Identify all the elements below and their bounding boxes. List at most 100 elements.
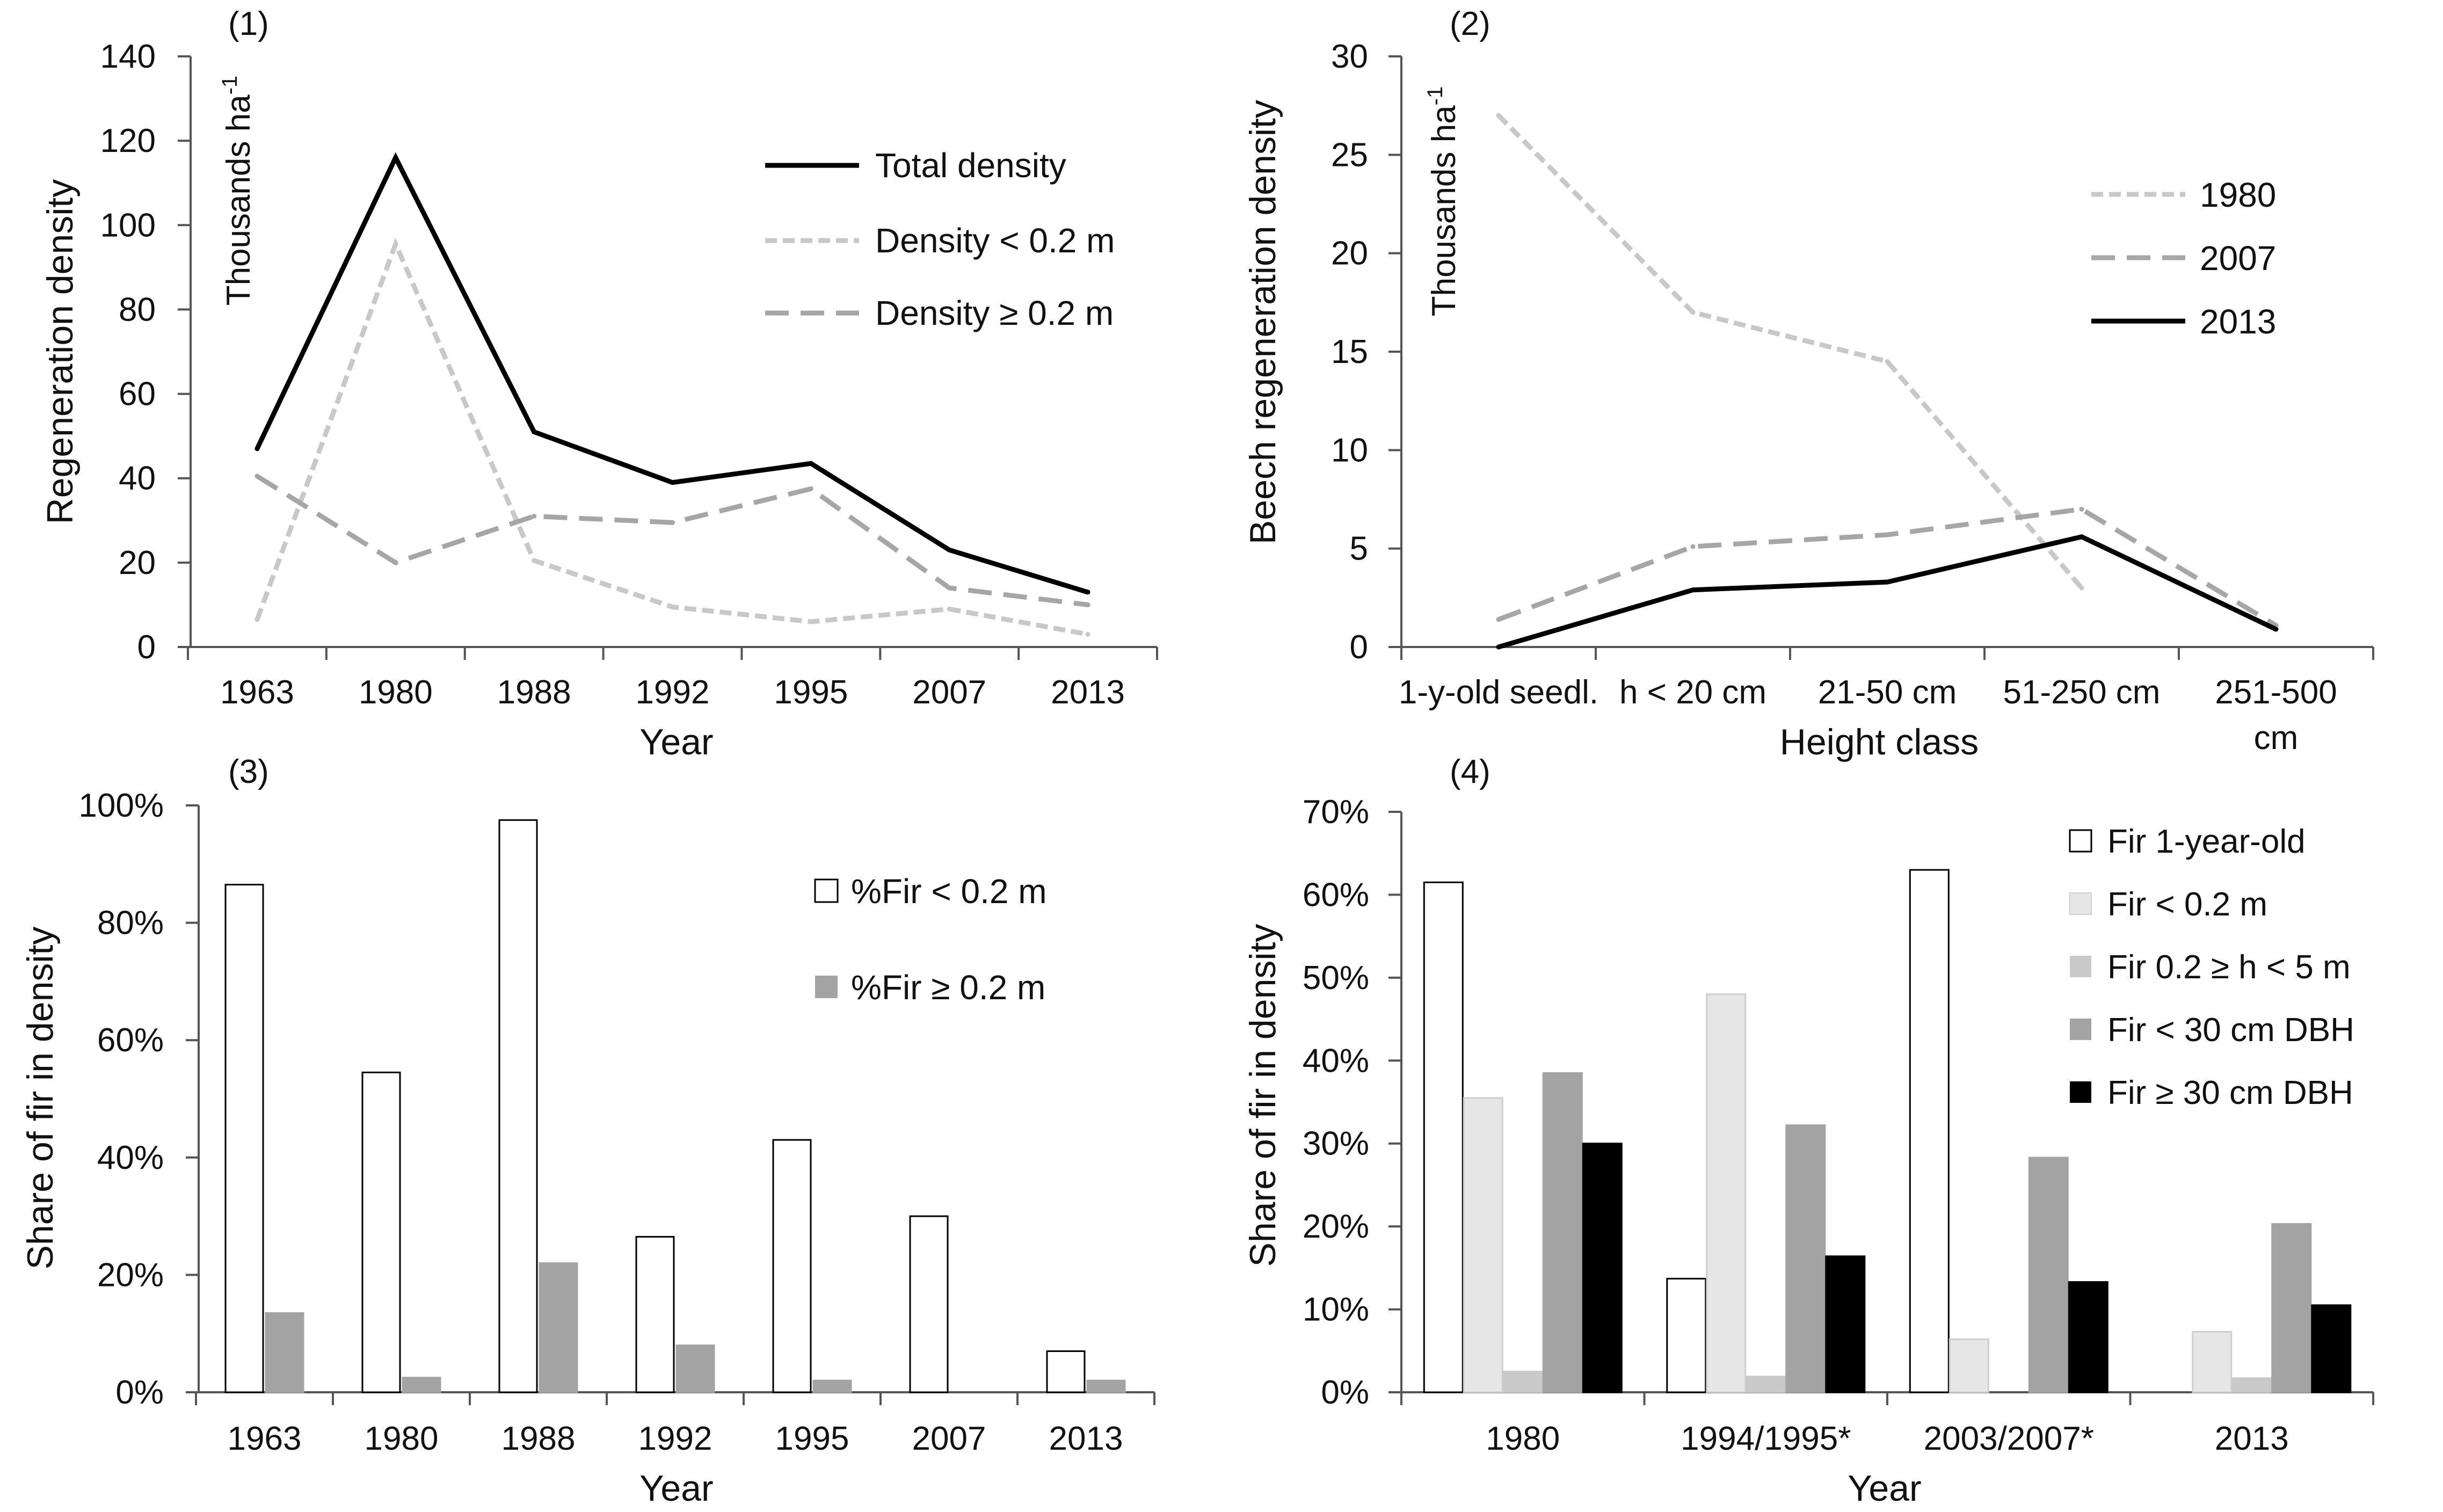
p4-bar-2: [1502, 1370, 1543, 1393]
panel-1-series: [255, 152, 1090, 637]
panel-2-y-axis-title: Beech regeneration density: [1242, 100, 1283, 544]
panel-1-legend-total: Total density: [875, 146, 1066, 185]
p4-y-tick-label: 40%: [1303, 1042, 1369, 1079]
panel-4-legend-1: Fir < 0.2 m: [2107, 886, 2267, 923]
p1-data-point-1: [670, 604, 675, 609]
p1-data-point-2: [255, 474, 260, 479]
panel-4-label: (4): [1450, 753, 1490, 790]
p2-y-tick-label: 20: [1331, 235, 1368, 272]
panel-3-legend: %Fir < 0.2 m %Fir ≥ 0.2 m: [814, 872, 1047, 1007]
p2-x-tick-label-line2: cm: [2254, 719, 2299, 757]
p4-bar-2: [1746, 1376, 1786, 1393]
panel-4-legend-swatch-3: [2070, 1019, 2091, 1040]
p1-x-tick-label: 1995: [774, 674, 848, 711]
p3-x-tick-label: 1995: [775, 1420, 849, 1457]
p2-y-tick-label: 30: [1331, 38, 1368, 75]
panel-4-legend-0: Fir 1-year-old: [2107, 823, 2306, 860]
p4-bar-0: [1423, 881, 1464, 1393]
panel-4-y-axis-title: Share of fir in density: [1242, 924, 1283, 1267]
p1-series-line-2: [256, 474, 1088, 607]
panel-1-x-axis-title: Year: [639, 722, 713, 762]
p3-bar-0: [224, 884, 264, 1393]
panel-2-legend-1980: 1980: [2200, 176, 2276, 214]
p1-x-tick-label: 1988: [497, 674, 571, 711]
panel-3: (3) 0%20%40%60%80%100% 1963 1980 1988 1992 1…: [20, 753, 1155, 1509]
p1-data-point-0: [1085, 590, 1090, 595]
p1-data-point-2: [808, 486, 813, 491]
p4-bar-4: [2311, 1304, 2352, 1393]
p2-data-point-0: [2079, 585, 2084, 591]
p2-x-tick-label: h < 20 cm: [1619, 674, 1766, 711]
panel-4-x-axis-title: Year: [1848, 1468, 1921, 1509]
p4-x-tick-label: 1980: [1486, 1420, 1560, 1457]
p1-x-tick-label: 2007: [912, 674, 986, 711]
panel-3-x-axis-title: Year: [639, 1468, 713, 1509]
p2-y-tick-label: 0: [1350, 629, 1368, 666]
panel-2-label: (2): [1450, 5, 1490, 42]
panel-1-legend: Total density Density < 0.2 m Density ≥ …: [765, 146, 1115, 332]
panel-3-legend-lt: %Fir < 0.2 m: [851, 872, 1047, 911]
p4-bar-0: [1666, 1277, 1707, 1393]
p2-data-point-0: [1496, 113, 1501, 118]
p4-bar-3: [1785, 1124, 1826, 1393]
panel-1-y-axis-title: Regeneration density: [40, 179, 81, 525]
p4-bar-1: [2192, 1331, 2233, 1393]
panel-3-label: (3): [228, 753, 269, 790]
p2-y-tick-label: 25: [1331, 136, 1368, 173]
p1-x-tick-label: 1992: [636, 674, 710, 711]
p1-data-point-1: [532, 558, 537, 563]
panel-1-y-axis: 0 20 40 60 80 100 120 140: [100, 38, 192, 666]
panel-4-legend-swatch-2: [2070, 956, 2091, 977]
panel-1-units-text: Thousands ha: [220, 95, 257, 306]
p3-y-tick-label: 60%: [97, 1022, 164, 1059]
p1-y-tick-label: 120: [100, 122, 156, 159]
p3-x-tick-label: 2013: [1049, 1420, 1123, 1457]
p2-data-point-1: [1690, 544, 1696, 549]
p4-bar-0: [1909, 869, 1950, 1393]
p3-bar-1: [1086, 1379, 1126, 1393]
p1-data-point-2: [947, 585, 952, 591]
p2-series-line-1: [1497, 506, 2278, 628]
p2-x-tick-label: 21-50 cm: [1818, 674, 1957, 711]
p2-data-point-2: [1496, 644, 1501, 650]
panel-1-units-label: Thousands ha-1: [218, 76, 257, 306]
p1-data-point-1: [393, 242, 398, 247]
p4-x-tick-label: 2003/2007*: [1924, 1420, 2094, 1457]
panel-2-x-axis: 1-y-old seedl. h < 20 cm 21-50 cm 51-250 cm…: [1399, 646, 2374, 757]
p1-y-tick-label: 140: [100, 38, 156, 75]
p1-x-tick-label: 2013: [1051, 674, 1125, 711]
p1-y-tick-label: 100: [100, 207, 156, 244]
panel-4-x-axis: 1980 1994/1995* 2003/2007* 2013: [1400, 1391, 2374, 1457]
p2-x-tick-label: 51-250 cm: [2003, 674, 2161, 711]
panel-2-units-sup: -1: [1423, 86, 1447, 106]
p4-bar-3: [1542, 1072, 1583, 1393]
p4-bar-4: [2068, 1281, 2108, 1393]
p2-series-line-0: [1496, 113, 2084, 590]
panel-4-series: [1423, 869, 2352, 1393]
p3-bar-1: [675, 1344, 715, 1393]
p1-data-point-0: [670, 480, 675, 485]
p1-data-point-2: [532, 513, 537, 519]
p1-data-point-1: [1085, 631, 1090, 637]
p1-data-point-0: [532, 429, 537, 434]
p4-x-tick-label: 1994/1995*: [1681, 1420, 1851, 1457]
p4-bar-4: [1582, 1143, 1623, 1393]
p2-data-point-1: [2079, 506, 2084, 512]
p3-bar-0: [772, 1139, 812, 1393]
panel-4-legend-swatch-0: [2069, 829, 2092, 853]
p2-data-point-1: [1496, 617, 1501, 622]
p1-data-point-0: [255, 446, 260, 452]
p1-data-point-2: [1085, 602, 1090, 607]
p3-bar-1: [402, 1377, 441, 1393]
p4-bar-1: [1463, 1097, 1503, 1393]
panel-4-legend-2: Fir 0.2 ≥ h < 5 m: [2107, 949, 2351, 986]
panel-2-legend-2013: 2013: [2200, 302, 2276, 341]
p4-bar-3: [2028, 1157, 2069, 1393]
p1-data-point-1: [808, 619, 813, 624]
p4-bar-2: [2231, 1377, 2272, 1393]
p2-data-point-0: [1690, 310, 1696, 315]
p3-bar-0: [909, 1215, 949, 1393]
panel-2: (2) 0 5 10 15 20 25 30 1-y-old seedl. h < 20 cm…: [1242, 5, 2374, 762]
